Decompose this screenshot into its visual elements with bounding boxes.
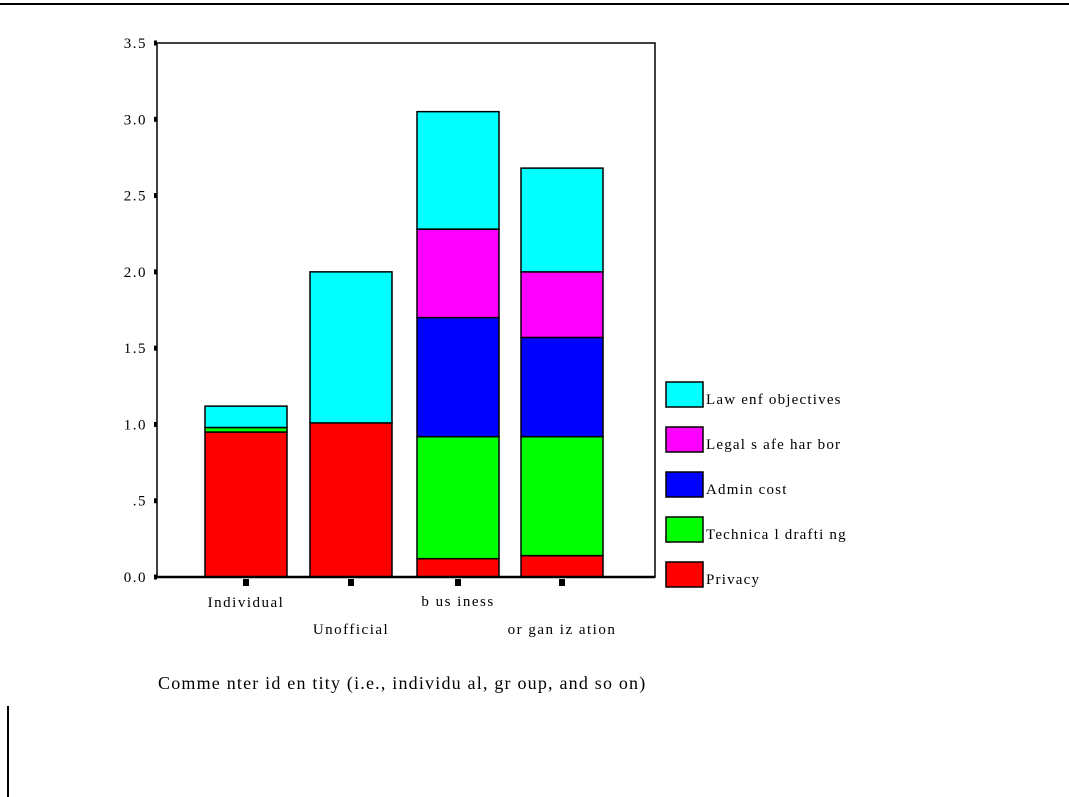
- bar-segment: [416, 110, 500, 230]
- category-label: b us iness: [421, 594, 494, 610]
- x-tick-mark: [455, 579, 461, 586]
- y-tick-label: 0.0: [124, 570, 147, 586]
- y-tick-mark: [154, 574, 157, 580]
- y-tick-mark: [154, 421, 157, 427]
- legend-swatch: [665, 381, 704, 408]
- legend-swatch: [665, 426, 704, 453]
- bar-segment: [309, 271, 393, 424]
- category-label: or gan iz ation: [508, 622, 617, 638]
- x-tick-mark: [243, 579, 249, 586]
- category-label: Unofficial: [313, 622, 389, 638]
- y-tick-mark: [154, 40, 157, 46]
- x-tick-mark: [348, 579, 354, 586]
- legend-label: Technica l drafti ng: [706, 527, 847, 543]
- y-tick-label: .5: [133, 494, 147, 510]
- y-tick-mark: [154, 193, 157, 199]
- x-tick-mark: [559, 579, 565, 586]
- bar-segment: [520, 336, 604, 438]
- legend-swatch: [665, 516, 704, 543]
- bar-segment: [520, 435, 604, 557]
- y-tick-label: 2.5: [124, 189, 147, 205]
- bar-segment: [416, 316, 500, 438]
- bar-segment: [204, 405, 288, 429]
- bar-segment: [520, 554, 604, 578]
- bar-segment: [520, 167, 604, 273]
- legend-swatch: [665, 471, 704, 498]
- bar-segment: [416, 228, 500, 319]
- legend-label: Privacy: [706, 572, 760, 588]
- x-axis-label: Comme nter id en tity (i.e., individu al…: [158, 673, 646, 694]
- bar-segment: [520, 271, 604, 339]
- legend-label: Law enf objectives: [706, 392, 842, 408]
- y-tick-label: 3.5: [124, 36, 147, 52]
- bar-segment: [309, 422, 393, 578]
- y-tick-mark: [154, 269, 157, 275]
- legend-label: Legal s afe har bor: [706, 437, 841, 453]
- y-tick-label: 3.0: [124, 112, 147, 128]
- y-tick-mark: [154, 498, 157, 504]
- bar-segment: [416, 557, 500, 578]
- y-tick-label: 1.5: [124, 341, 147, 357]
- legend-label: Admin cost: [706, 482, 788, 498]
- y-tick-label: 1.0: [124, 417, 147, 433]
- y-tick-label: 2.0: [124, 265, 147, 281]
- bar-segment: [204, 431, 288, 578]
- category-label: Individual: [208, 595, 285, 611]
- bar-segment: [416, 435, 500, 560]
- legend-swatch: [665, 561, 704, 588]
- y-tick-mark: [154, 345, 157, 351]
- y-tick-mark: [154, 116, 157, 122]
